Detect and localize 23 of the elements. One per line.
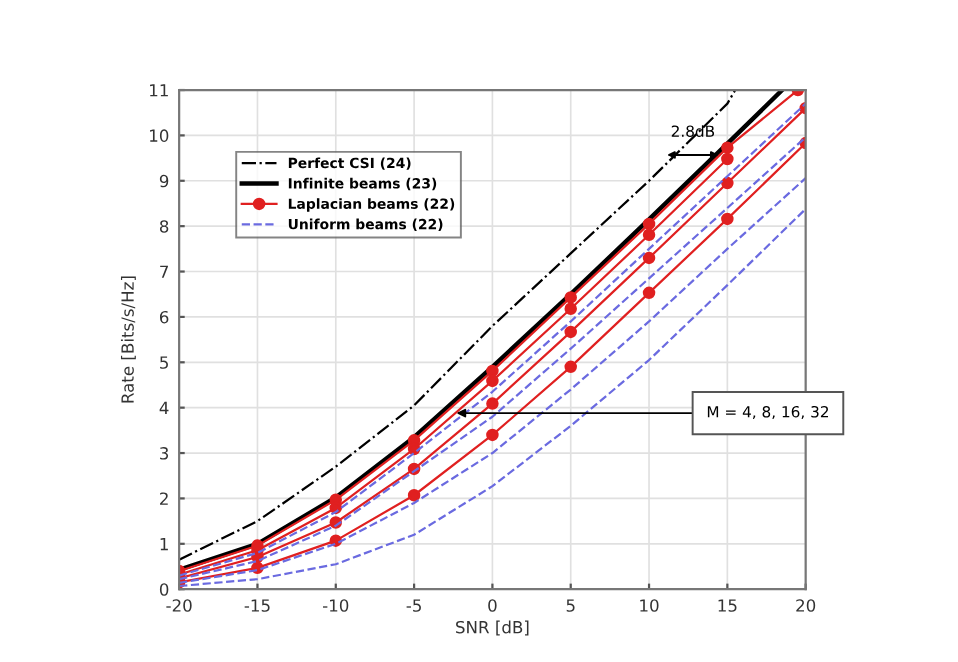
x-tick-label: 15 [718, 599, 737, 612]
y-tick-label: 0 [159, 583, 169, 596]
x-tick-label: 5 [566, 599, 575, 612]
y-tick-label: 11 [150, 84, 168, 97]
y-tick-label: 10 [150, 129, 169, 142]
y-tick-label: 1 [160, 537, 168, 551]
y-tick-label: 4 [159, 401, 169, 414]
y-tick-label: 7 [160, 265, 168, 278]
x-tick-label: 20 [796, 599, 816, 612]
x-tick-label: -15 [244, 599, 270, 612]
x-tick-label: -5 [406, 599, 421, 612]
y-tick-label: 8 [159, 220, 169, 233]
y-tick-label: 6 [159, 310, 169, 324]
y-tick-label: 2 [160, 492, 168, 505]
x-tick-label: -20 [166, 599, 192, 612]
x-tick-label: 10 [640, 599, 659, 612]
y-tick-label: 3 [160, 447, 169, 460]
x-axis-title: SNR [dB] [456, 620, 529, 636]
y-tick-label: 5 [160, 356, 168, 369]
x-tick-label: -10 [322, 599, 349, 612]
y-tick-label: 9 [159, 174, 169, 188]
x-tick-label: 0 [488, 599, 497, 612]
y-axis-title: Rate [Bits/s/Hz] [120, 276, 136, 403]
